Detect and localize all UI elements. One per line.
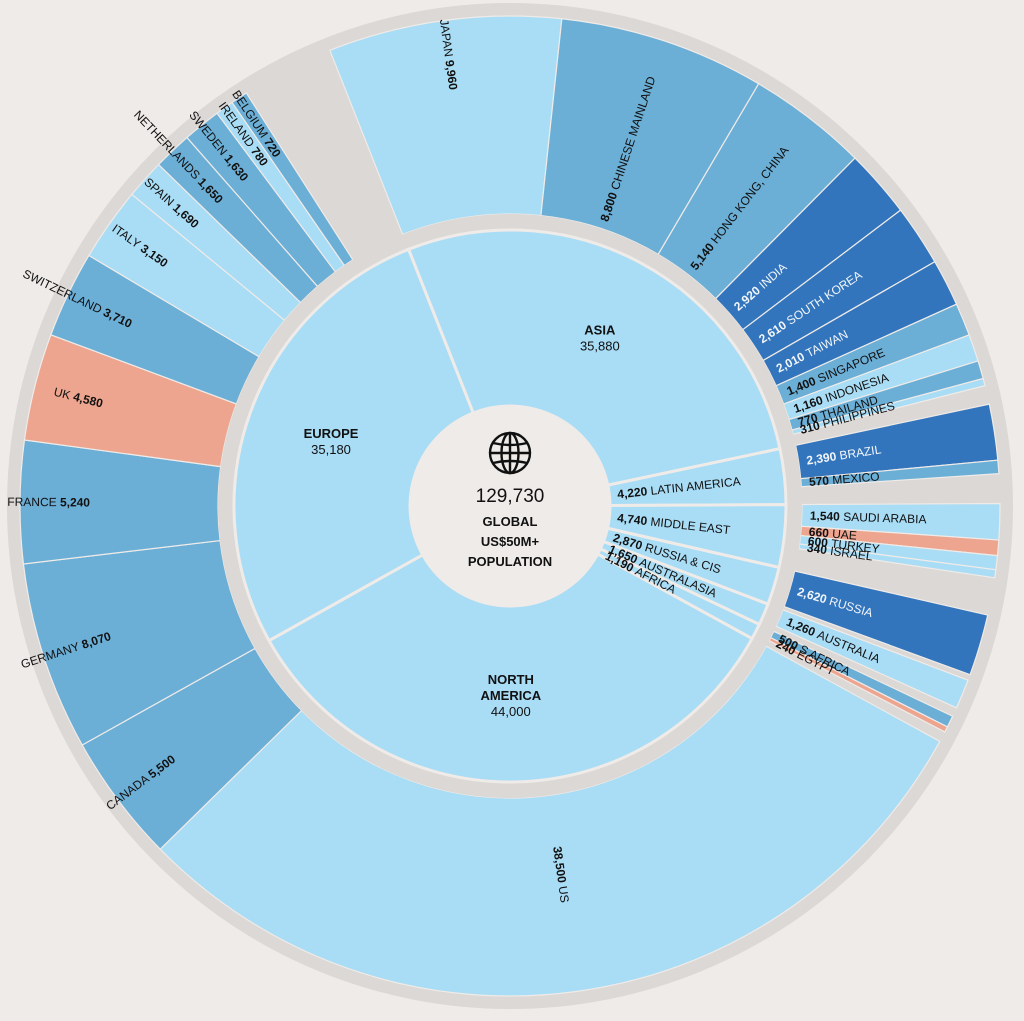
country-label-israel: 340 ISRAEL xyxy=(806,541,874,564)
svg-text:AMERICA: AMERICA xyxy=(480,688,541,703)
country-label-brazil: 2,390 BRAZIL xyxy=(806,442,883,467)
center-caption-line-1: GLOBAL xyxy=(483,514,538,529)
country-philippines xyxy=(791,377,986,435)
svg-text:NORTH: NORTH xyxy=(488,672,534,687)
center-caption-line-2: US$50M+ xyxy=(481,534,540,549)
svg-text:44,000: 44,000 xyxy=(491,704,531,719)
region-ring xyxy=(217,214,802,798)
svg-text:EUROPE: EUROPE xyxy=(304,426,359,441)
svg-text:ASIA: ASIA xyxy=(584,323,616,338)
center-caption-line-3: POPULATION xyxy=(468,554,552,569)
country-label-us: 38,500 US xyxy=(550,845,572,903)
center-disc xyxy=(410,406,610,606)
country-egypt xyxy=(768,636,949,733)
country-label-france: FRANCE 5,240 xyxy=(7,495,90,510)
svg-text:35,880: 35,880 xyxy=(580,339,620,354)
country-label-uae: 660 UAE xyxy=(808,525,857,543)
global-total: 129,730 xyxy=(476,486,545,507)
country-israel xyxy=(798,543,997,579)
country-label-saudi-arabia: 1,540 SAUDI ARABIA xyxy=(810,509,927,527)
country-australia xyxy=(775,609,969,709)
country-mexico xyxy=(800,459,1000,488)
country-label-turkey: 600 TURKEY xyxy=(807,534,880,556)
globe-icon xyxy=(488,431,532,475)
country-ring xyxy=(19,15,1001,997)
country-label-japan: JAPAN 9,960 xyxy=(437,18,461,91)
country-label-mexico: 570 MEXICO xyxy=(808,469,880,489)
svg-text:35,180: 35,180 xyxy=(311,442,351,457)
